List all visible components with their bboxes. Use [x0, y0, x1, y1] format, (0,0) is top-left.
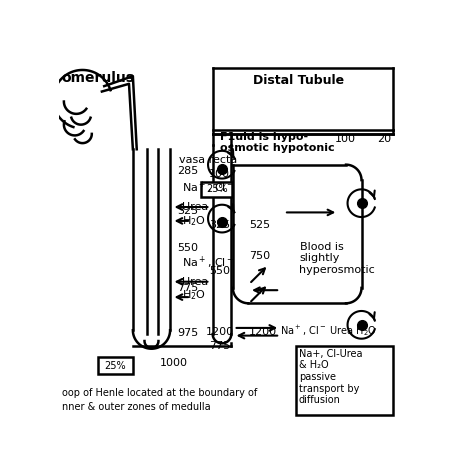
Text: 25%: 25% [105, 361, 126, 371]
Text: vasa recta: vasa recta [179, 155, 237, 165]
Text: 100: 100 [334, 134, 356, 144]
Text: Blood is
slightly
hyperosmotic: Blood is slightly hyperosmotic [300, 242, 375, 275]
Text: H$_2$O: H$_2$O [182, 214, 206, 228]
Text: Na$^+$, Cl$^-$: Na$^+$, Cl$^-$ [182, 255, 234, 272]
Text: Urea: Urea [182, 202, 208, 212]
Text: 750: 750 [249, 251, 270, 261]
Text: omerulus: omerulus [62, 71, 135, 85]
Text: Na+, Cl-Urea
& H₂O
passive
transport by
diffusion: Na+, Cl-Urea & H₂O passive transport by … [299, 349, 362, 405]
Text: 975: 975 [177, 328, 198, 337]
Bar [201, 182, 232, 197]
Bar [296, 346, 392, 415]
Text: nner & outer zones of medulla: nner & outer zones of medulla [62, 402, 210, 412]
Text: 1200: 1200 [249, 327, 277, 337]
Text: 775: 775 [177, 283, 198, 293]
Text: 775: 775 [209, 341, 230, 351]
Text: 100: 100 [209, 169, 230, 179]
Text: 550: 550 [177, 243, 198, 253]
Text: 550: 550 [209, 266, 230, 276]
Text: 325: 325 [209, 220, 230, 230]
Text: 1200: 1200 [206, 327, 234, 337]
Text: 25%: 25% [206, 184, 228, 194]
Text: Na$^+$, Cl$^-$: Na$^+$, Cl$^-$ [182, 180, 234, 196]
Text: Distal Tubule: Distal Tubule [253, 74, 344, 87]
Text: 20: 20 [377, 134, 391, 144]
Text: oop of Henle located at the boundary of: oop of Henle located at the boundary of [62, 388, 257, 398]
Text: 525: 525 [249, 220, 270, 230]
Text: Urea: Urea [182, 277, 208, 287]
Text: Na$^+$, Cl$^-$ Urea H$_2$O: Na$^+$, Cl$^-$ Urea H$_2$O [280, 323, 377, 337]
Bar [98, 357, 133, 374]
Text: H$_2$O: H$_2$O [182, 289, 206, 302]
Text: 285: 285 [177, 166, 198, 176]
Text: F1uid is hypo-
osmotic hypotonic: F1uid is hypo- osmotic hypotonic [219, 132, 334, 153]
Text: 325: 325 [177, 206, 198, 216]
Text: 1000: 1000 [160, 358, 188, 368]
